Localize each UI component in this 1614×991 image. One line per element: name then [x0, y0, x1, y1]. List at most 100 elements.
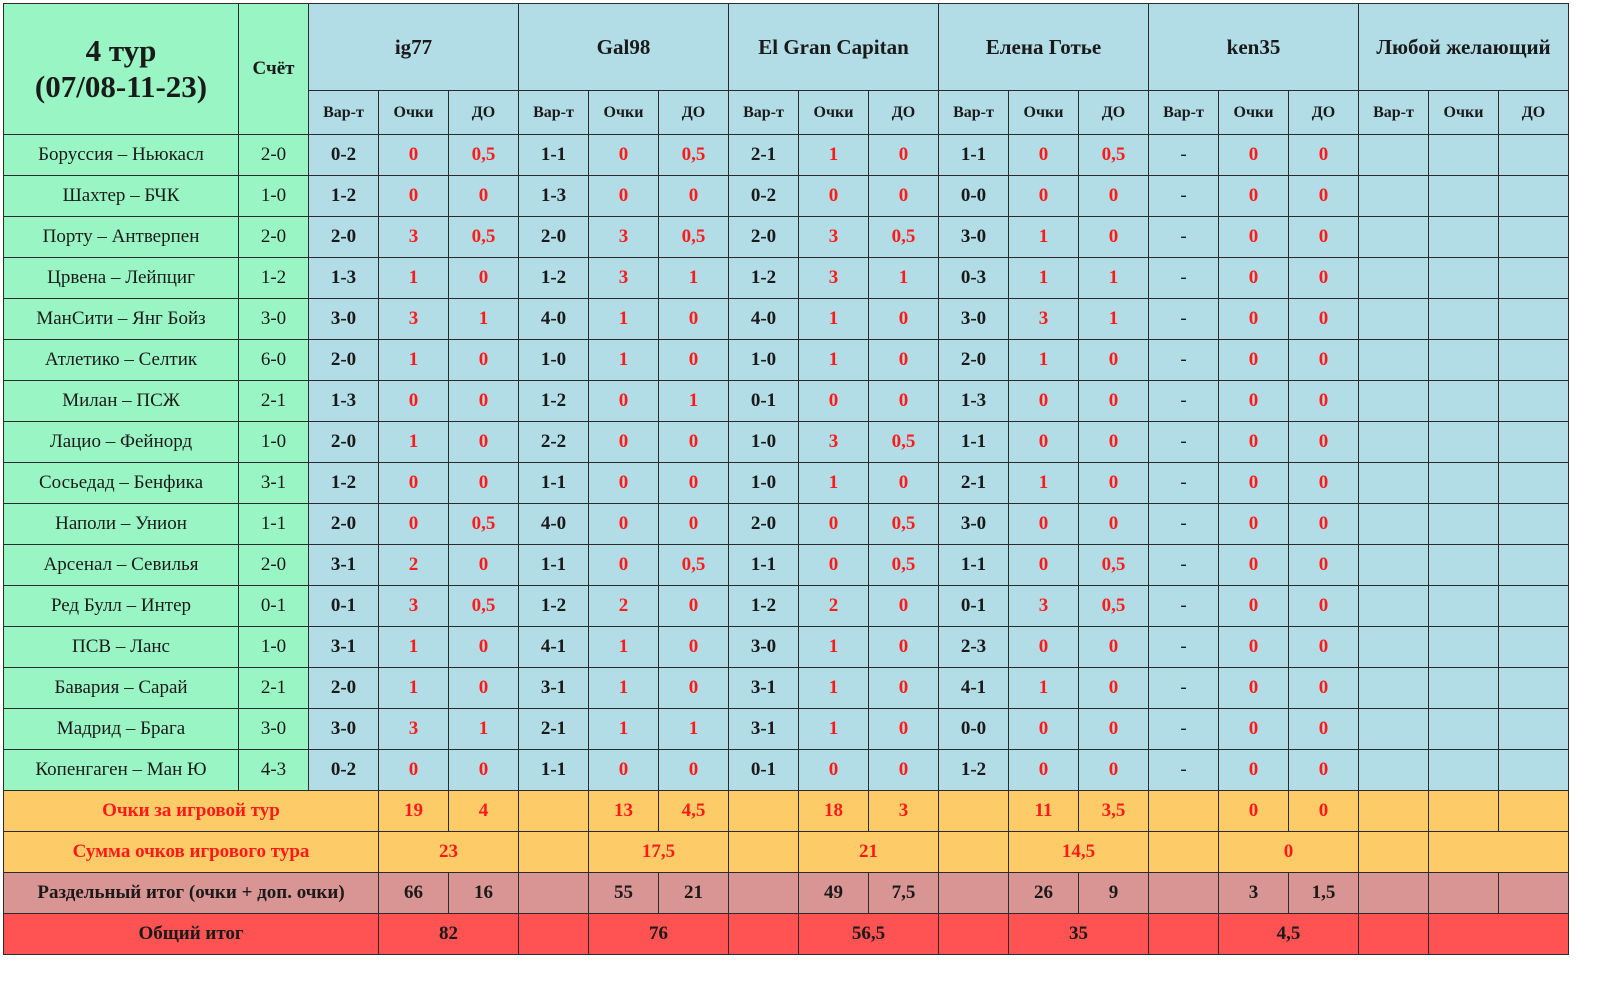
- prediction-cell: 3-1: [308, 544, 379, 586]
- prediction-cell: 1: [1008, 462, 1079, 504]
- prediction-cell: 0: [1288, 175, 1359, 217]
- prediction-cell: 2: [588, 585, 659, 627]
- round-extra-cell: 3: [868, 790, 939, 832]
- prediction-cell: 0-0: [938, 175, 1009, 217]
- prediction-cell: 0: [1288, 708, 1359, 750]
- prediction-cell: 0: [1218, 749, 1289, 791]
- prediction-cell: 1: [1078, 257, 1149, 299]
- prediction-cell: 1: [1008, 216, 1079, 258]
- prediction-cell: 0: [1218, 175, 1289, 217]
- prediction-cell: 0: [1288, 257, 1359, 299]
- prediction-cell: -: [1148, 503, 1219, 545]
- prediction-cell: 0: [1008, 626, 1079, 668]
- match-name: Боруссия – Ньюкасл: [3, 134, 239, 176]
- prediction-cell: 0: [448, 175, 519, 217]
- prediction-cell: [1428, 503, 1499, 545]
- prediction-cell: 0,5: [448, 134, 519, 176]
- prediction-cell: 1: [798, 708, 869, 750]
- prediction-cell: [1358, 175, 1429, 217]
- table-row: Порту – Антверпен 2-0 2-0 3 0,5 2-0 3 0,5 2-0 3 0,…: [3, 216, 1569, 258]
- subheader-cell: Очки: [1428, 90, 1499, 135]
- round-extra-cell: 0: [1288, 790, 1359, 832]
- prediction-cell: [1428, 667, 1499, 709]
- filler-cell: [1148, 790, 1219, 832]
- prediction-cell: -: [1148, 462, 1219, 504]
- prediction-cell: [1428, 585, 1499, 627]
- match-name: Порту – Антверпен: [3, 216, 239, 258]
- prediction-cell: 1-2: [308, 175, 379, 217]
- prediction-cell: 0: [868, 749, 939, 791]
- prediction-cell: 3-1: [728, 708, 799, 750]
- match-score: 1-0: [238, 421, 309, 463]
- match-name: Бавария – Сарай: [3, 667, 239, 709]
- match-score: 2-1: [238, 667, 309, 709]
- prediction-cell: 0: [658, 462, 729, 504]
- prediction-cell: 2: [378, 544, 449, 586]
- filler-cell: [1358, 790, 1429, 832]
- prediction-cell: 0-1: [938, 585, 1009, 627]
- round-extra-cell: 4: [448, 790, 519, 832]
- prediction-cell: 0: [1078, 175, 1149, 217]
- table-row: Милан – ПСЖ 2-1 1-3 0 0 1-2 0 1 0-1 0 0 1-3 0 0-0 0: [3, 380, 1569, 422]
- prediction-cell: 4-1: [518, 626, 589, 668]
- prediction-cell: 1: [798, 667, 869, 709]
- prediction-cell: 0: [378, 749, 449, 791]
- prediction-cell: 1-2: [308, 462, 379, 504]
- filler-cell: [938, 790, 1009, 832]
- prediction-cell: 0: [868, 626, 939, 668]
- player-header: El Gran Capitan: [728, 3, 939, 91]
- prediction-cell: 3: [798, 421, 869, 463]
- prediction-cell: 1-1: [518, 462, 589, 504]
- separate-extra-cell: 1,5: [1288, 872, 1359, 914]
- prediction-cell: 1: [588, 626, 659, 668]
- filler-cell: [518, 790, 589, 832]
- subheader-cell: Очки: [1218, 90, 1289, 135]
- prediction-cell: 0: [588, 175, 659, 217]
- match-name: Мадрид – Брага: [3, 708, 239, 750]
- round-points-cell: 0: [1218, 790, 1289, 832]
- prediction-cell: 1-1: [938, 544, 1009, 586]
- prediction-cell: [1428, 708, 1499, 750]
- prediction-cell: 1-1: [938, 134, 1009, 176]
- round-title-line1: 4 тур: [85, 33, 157, 68]
- subheader-cell: ДО: [868, 90, 939, 135]
- separate-extra-cell: [1498, 872, 1569, 914]
- filler-cell: [728, 913, 799, 955]
- match-score: 3-1: [238, 462, 309, 504]
- round-sum-cell: 21: [798, 831, 939, 873]
- subheader-cell: Вар-т: [728, 90, 799, 135]
- prediction-cell: 0: [1078, 708, 1149, 750]
- match-score: 4-3: [238, 749, 309, 791]
- subheader-cell: ДО: [1078, 90, 1149, 135]
- match-score: 3-0: [238, 298, 309, 340]
- subheader-cell: Очки: [798, 90, 869, 135]
- prediction-cell: 0: [448, 544, 519, 586]
- prediction-cell: 0: [868, 585, 939, 627]
- prediction-cell: 1-1: [518, 544, 589, 586]
- prediction-cell: 1: [798, 134, 869, 176]
- table-row: Сосьедад – Бенфика 3-1 1-2 0 0 1-1 0 0 1-0 1 0 2-1 1…: [3, 462, 1569, 504]
- round-title: 4 тур (07/08-11-23): [3, 3, 239, 135]
- grand-total-cell: 56,5: [798, 913, 939, 955]
- prediction-cell: 3-1: [308, 626, 379, 668]
- prediction-cell: 3-0: [938, 298, 1009, 340]
- prediction-cell: 1: [378, 339, 449, 381]
- prediction-cell: 0: [1288, 339, 1359, 381]
- prediction-cell: 0: [588, 462, 659, 504]
- subheader-cell: Вар-т: [518, 90, 589, 135]
- prediction-cell: 0,5: [658, 216, 729, 258]
- prediction-cell: 1-3: [308, 380, 379, 422]
- prediction-cell: 2: [798, 585, 869, 627]
- prediction-cell: 1-1: [518, 749, 589, 791]
- prediction-cell: [1498, 175, 1569, 217]
- prediction-cell: [1498, 708, 1569, 750]
- round-sum-cell: 23: [378, 831, 519, 873]
- prediction-cell: 0: [588, 544, 659, 586]
- prediction-cell: [1428, 175, 1499, 217]
- prediction-cell: 0: [1218, 216, 1289, 258]
- match-score: 1-1: [238, 503, 309, 545]
- prediction-cell: 0: [1288, 380, 1359, 422]
- prediction-cell: 1: [1078, 298, 1149, 340]
- table-row: Мадрид – Брага 3-0 3-0 3 1 2-1 1 1 3-1 1 0 0-0 0 0-0 0: [3, 708, 1569, 750]
- player-header: Gal98: [518, 3, 729, 91]
